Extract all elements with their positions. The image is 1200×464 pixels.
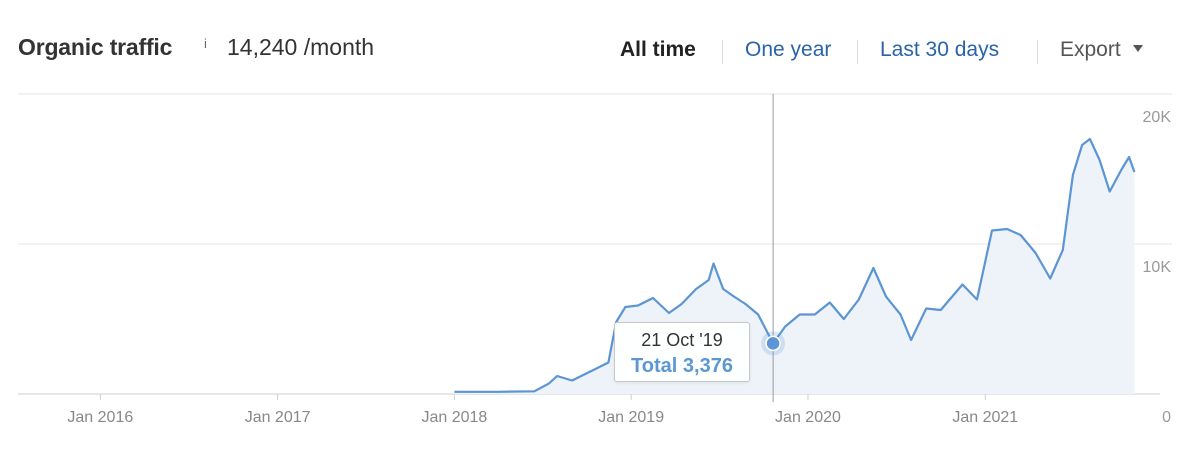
y-tick-label: 0: [1162, 409, 1171, 426]
export-label: Export: [1060, 38, 1121, 61]
x-tick-label: Jan 2021: [952, 409, 1018, 426]
hover-marker: [765, 335, 781, 352]
tab-all-time[interactable]: All time: [620, 38, 696, 61]
caret-down-icon: [1132, 44, 1143, 52]
series-line: [454, 137, 1136, 393]
y-tick-label: 20K: [1143, 109, 1172, 126]
x-tick-label: Jan 2016: [67, 409, 133, 426]
x-tick-label: Jan 2019: [598, 409, 664, 426]
tab-divider: [1037, 40, 1038, 64]
tooltip-value: Total 3,376: [631, 355, 733, 377]
series-area: [454, 139, 1135, 394]
tab-one-year[interactable]: One year: [745, 38, 832, 61]
x-tick-label: Jan 2018: [421, 409, 487, 426]
tab-divider: [857, 40, 858, 64]
chart-title: Organic traffic: [18, 34, 173, 60]
x-tick-label: Jan 2020: [775, 409, 841, 426]
chart-header: Organic traffic i 14,240 /month: [18, 30, 1200, 70]
x-tick-label: Jan 2017: [245, 409, 311, 426]
metric-value: 14,240 /month: [227, 34, 375, 60]
info-icon[interactable]: i: [204, 36, 207, 51]
tooltip-date: 21 Oct '19: [641, 330, 723, 350]
tab-last-30-days[interactable]: Last 30 days: [880, 38, 1000, 61]
tab-divider: [722, 40, 723, 64]
chart-tooltip: 21 Oct '19 Total 3,376: [614, 322, 750, 382]
y-tick-label: 10K: [1143, 259, 1172, 276]
export-button[interactable]: Export: [1060, 38, 1143, 62]
